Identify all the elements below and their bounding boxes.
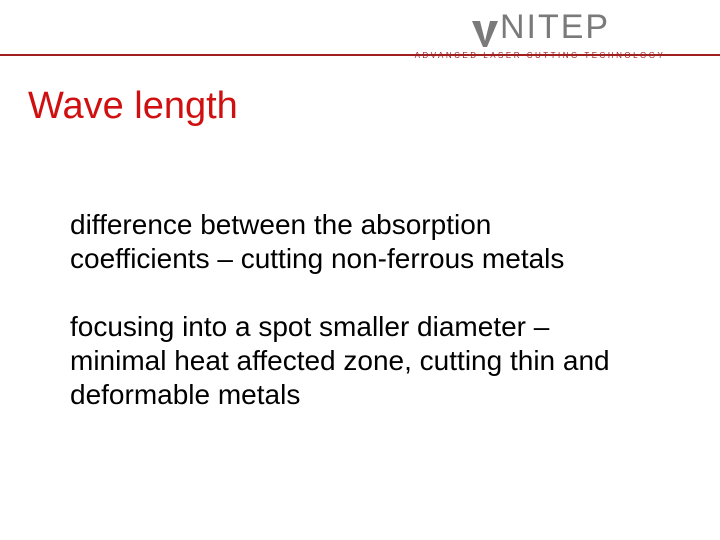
body-paragraph: focusing into a spot smaller diameter – … bbox=[70, 310, 630, 412]
logo: NITEP bbox=[390, 8, 690, 49]
header-rule bbox=[0, 54, 720, 56]
logo-text: NITEP bbox=[500, 8, 610, 47]
body-paragraph: difference between the absorption coeffi… bbox=[70, 208, 630, 276]
slide-title: Wave length bbox=[28, 85, 238, 128]
logo-v-shape bbox=[470, 19, 500, 49]
slide-header: NITEP ADVANCED LASER CUTTING TECHNOLOGY bbox=[0, 0, 720, 68]
logo-block: NITEP ADVANCED LASER CUTTING TECHNOLOGY bbox=[390, 8, 690, 60]
